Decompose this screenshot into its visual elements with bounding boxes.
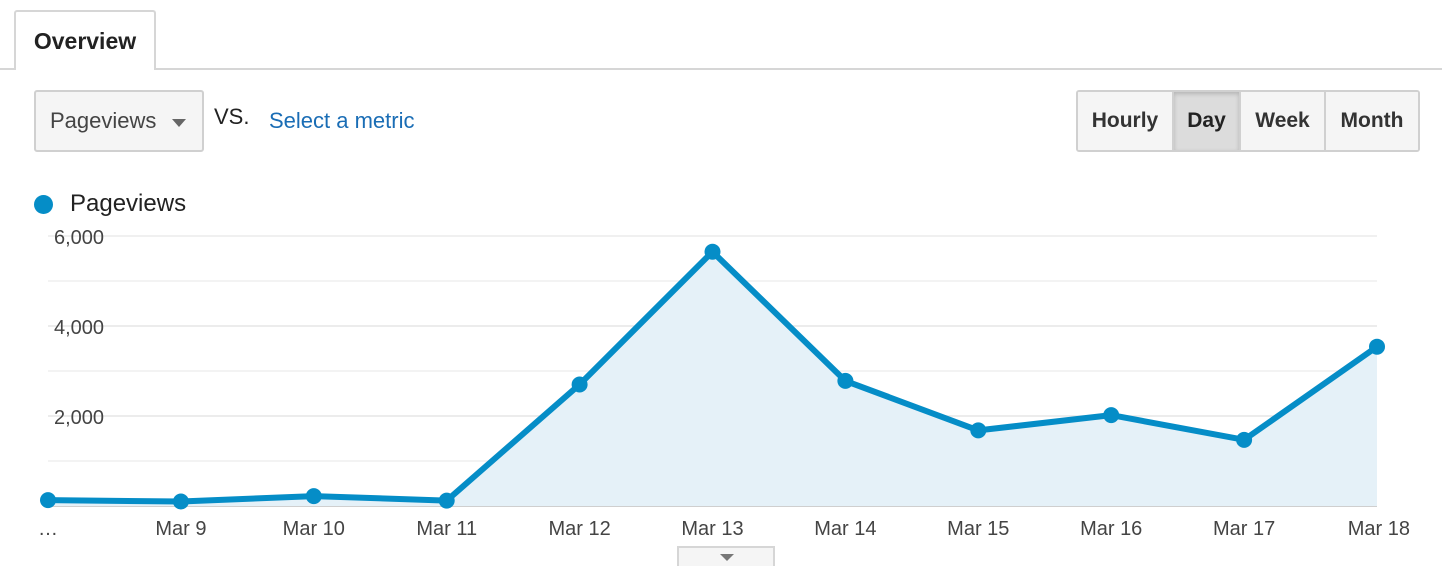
- data-point: [1103, 407, 1120, 424]
- month-button[interactable]: Month: [1326, 92, 1418, 150]
- legend-dot-icon: [34, 194, 53, 214]
- legend-label: Pageviews: [70, 190, 187, 217]
- vs-label: VS.: [214, 104, 250, 129]
- expand-chart-handle[interactable]: [677, 546, 775, 566]
- data-point: [305, 488, 322, 505]
- x-tick-label: Mar 10: [283, 518, 345, 540]
- x-tick-label: Mar 15: [947, 518, 1009, 540]
- data-point: [172, 493, 189, 510]
- data-point: [40, 492, 56, 509]
- series-area: [48, 251, 1377, 506]
- granularity-toggle: Hourly Day Week Month: [1076, 90, 1420, 152]
- y-tick-label: 4,000: [54, 317, 104, 339]
- pageviews-chart: 2,000 4,000 6,000 … Mar 9 Mar 10 Mar 11 Mar 12 M…: [38, 227, 1410, 540]
- data-point: [438, 492, 455, 509]
- tab-overview[interactable]: Overview: [14, 10, 156, 70]
- select-metric-link[interactable]: Select a metric: [269, 108, 415, 133]
- hourly-button[interactable]: Hourly: [1078, 92, 1174, 150]
- data-point: [704, 243, 721, 260]
- data-point: [571, 376, 588, 393]
- x-tick-label: Mar 12: [548, 518, 610, 540]
- metric-dropdown-value: Pageviews: [50, 108, 157, 133]
- x-tick-label: Mar 18: [1348, 518, 1410, 540]
- chart-legend: Pageviews: [34, 190, 186, 218]
- x-tick-label: Mar 16: [1080, 518, 1142, 540]
- data-point: [1236, 431, 1253, 448]
- tab-overview-label: Overview: [33, 27, 137, 54]
- x-tick-label: …: [38, 518, 58, 540]
- day-button[interactable]: Day: [1174, 92, 1241, 150]
- x-tick-label: Mar 11: [416, 518, 477, 540]
- chevron-down-icon: [720, 554, 734, 561]
- x-tick-label: Mar 14: [814, 518, 876, 540]
- data-point: [837, 372, 854, 389]
- tab-underline: [0, 68, 1442, 70]
- tab-bar: Overview: [0, 0, 1442, 70]
- x-tick-label: Mar 17: [1213, 518, 1275, 540]
- y-tick-label: 6,000: [54, 227, 104, 249]
- x-tick-label: Mar 13: [681, 518, 743, 540]
- data-point: [1369, 338, 1385, 355]
- chevron-down-icon: [172, 119, 186, 127]
- week-button[interactable]: Week: [1241, 92, 1326, 150]
- data-point: [970, 422, 987, 439]
- metric-dropdown[interactable]: Pageviews: [34, 90, 204, 152]
- y-tick-label: 2,000: [54, 407, 104, 429]
- x-tick-label: Mar 9: [155, 518, 206, 540]
